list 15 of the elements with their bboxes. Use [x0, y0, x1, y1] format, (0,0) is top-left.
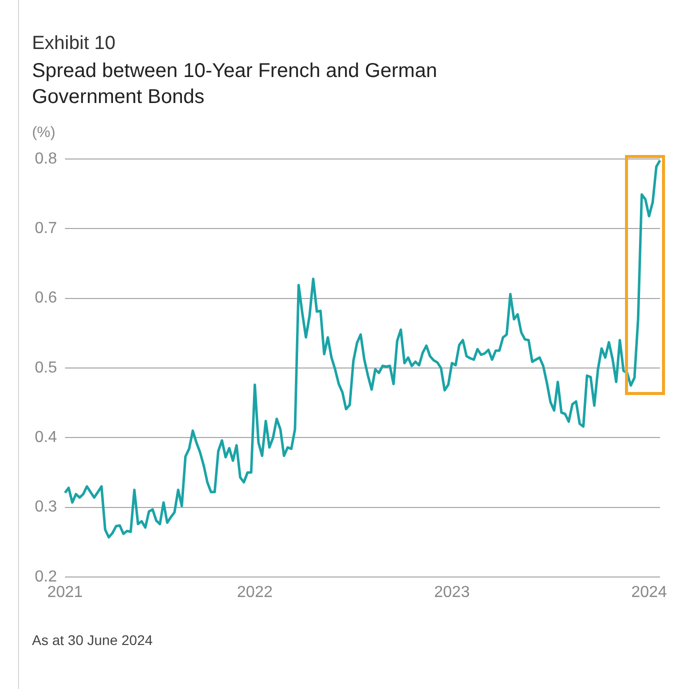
- chart-title: Exhibit 10: [32, 33, 116, 55]
- y-tick-label: 0.3: [34, 498, 58, 516]
- text: As at 30 June 2024: [32, 631, 153, 650]
- y-tick-label: 0.7: [34, 220, 58, 238]
- y-tick-label: 0.8: [34, 150, 58, 168]
- x-tick-label: 2021: [47, 584, 83, 602]
- y-tick-label: 0.2: [34, 568, 58, 586]
- y-tick-label: 0.6: [34, 290, 58, 307]
- y-tick-label: 0.5: [34, 359, 58, 376]
- x-tick-label: 2024: [631, 584, 667, 602]
- x-tick-label: 2022: [237, 584, 273, 602]
- chart-subtitle: Spread between 10-Year French and German Government Bonds: [32, 59, 438, 110]
- y-tick-label: 0.4: [34, 429, 58, 446]
- x-tick-label: 2023: [434, 584, 470, 602]
- y-axis-title: (%): [32, 124, 56, 141]
